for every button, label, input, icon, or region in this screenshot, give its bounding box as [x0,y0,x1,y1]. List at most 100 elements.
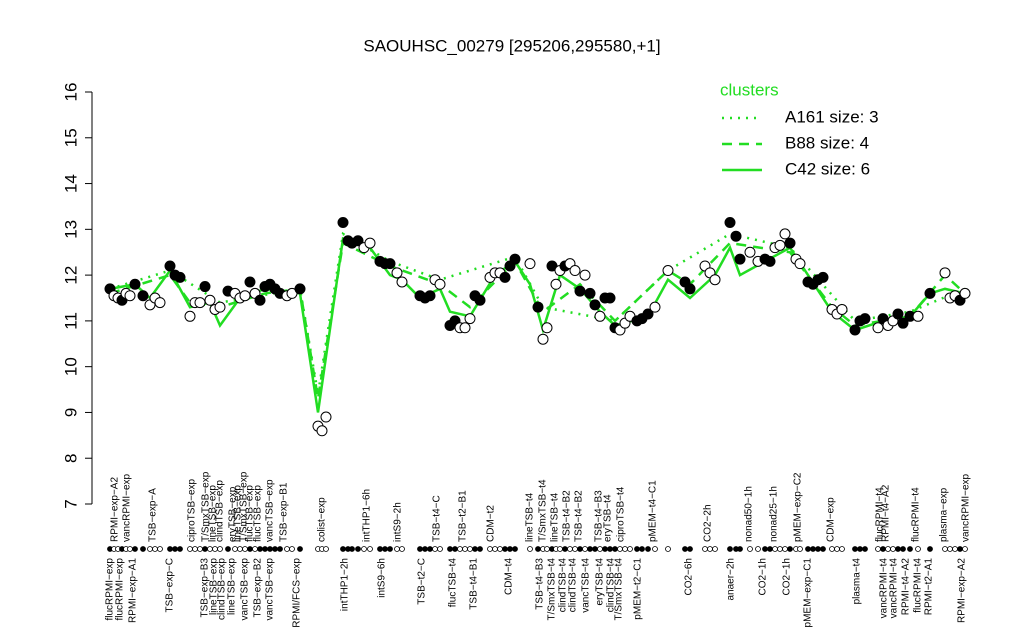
x-label-bottom: clindTSB−t4 [568,558,579,613]
legend-label: A161 size: 3 [785,107,879,126]
sample-tick [952,546,958,552]
sample-tick [592,546,598,552]
sample-tick [617,546,623,552]
x-label-bottom: flucRPMI−exp [115,558,126,621]
sample-tick [140,546,146,552]
sample-point [537,333,549,345]
x-label-top: T/SmxTSB−exp [239,471,250,542]
sample-tick [467,546,473,552]
x-label-bottom: pMEM−t2−C1 [633,558,644,620]
sample-tick [627,546,633,552]
sample-tick [132,546,138,552]
sample-point [474,294,486,306]
sample-tick [702,546,708,552]
sample-point [320,411,332,423]
x-label-bottom: TSB−exp−B2 [253,558,264,618]
sample-tick [340,546,346,552]
sample-point [541,322,553,334]
sample-tick [225,546,231,552]
sample-tick [477,546,483,552]
x-label-bottom: vancTSB−t4 [581,558,592,613]
sample-point [939,267,951,279]
x-label-bottom: RPMI/FCS−exp [292,558,303,628]
sample-tick [355,546,361,552]
x-label-bottom: TSB−exp−C [165,558,176,612]
sample-tick [602,546,608,552]
sample-point [364,237,376,249]
sample-tick [422,546,428,552]
x-label-bottom: lineTSB−exp [209,558,220,615]
x-label-top: T/SmxTSB−t4 [538,479,549,542]
sample-point [124,290,136,302]
sample-tick [572,546,578,552]
sample-tick [727,546,733,552]
sample-point [174,271,186,283]
sample-tick [762,546,768,552]
sample-tick [645,546,651,552]
sample-point [352,235,364,247]
x-label-top: clindTSB−exp [215,480,226,542]
sample-tick [202,546,208,552]
y-tick-label: 15 [61,128,80,147]
x-label-top: vancRPMI−exp [122,473,133,542]
sample-tick [622,546,628,552]
sample-tick [839,546,845,552]
sample-point [594,310,606,322]
sample-tick [612,546,618,552]
sample-point [662,265,674,277]
x-label-bottom: RPMI−exp−A1 [128,558,139,623]
x-label-bottom: RPMI−t4−A2 [901,558,912,616]
y-tick-label: 11 [61,312,80,330]
sample-tick [262,546,268,552]
x-label-top: pMEM−t4−C1 [648,480,659,542]
sample-point [532,301,544,313]
x-label-bottom: TSB−t4−B1 [469,558,480,610]
sample-tick [562,546,568,552]
x-label-top: CDM−exp [826,497,837,542]
sample-point [849,324,861,336]
sample-point [744,246,756,258]
x-label-bottom: anaer−2h [726,558,737,601]
y-tick-label: 14 [61,174,80,193]
sample-point [524,258,536,270]
sample-point [316,425,328,437]
x-label-top: TSB−t4−C [432,495,443,542]
x-label-top: flucRPMI−t4 [911,487,922,542]
x-label-top: colist−exp [317,497,328,542]
sample-point [569,265,581,277]
sample-tick [634,546,640,552]
y-tick-label: 10 [61,357,80,376]
x-label-top: flucTSB−exp [253,485,264,542]
sample-tick [323,546,329,552]
sample-tick [639,546,645,552]
sample-tick [252,546,258,552]
x-label-bottom: flucRPMI−t4 [913,558,924,613]
x-label-top: CDM−t2 [486,505,497,542]
sample-tick [880,546,886,552]
x-label-top: intTHP1−6h [362,489,373,542]
sample-tick [747,546,753,552]
sample-tick [875,546,881,552]
x-label-top: flucRPMI−t4 [875,487,886,542]
sample-point [384,258,396,270]
x-label-top: CO2−2h [703,504,714,542]
sample-point [784,237,796,249]
x-label-bottom: RPMI−exp−A2 [957,558,968,623]
sample-tick [237,546,243,552]
x-label-top: ciproTSB−t4 [616,486,627,542]
sample-point [459,322,471,334]
sample-tick [682,546,688,552]
x-label-bottom: vancTSB−exp [265,558,276,621]
y-tick-label: 7 [61,499,80,508]
sample-point [604,292,616,304]
x-label-top: nonad50−1h [744,486,755,542]
x-label-bottom: T/SmxTSB−t4 [614,558,625,621]
x-label-bottom: TSB−t4−B3 [535,558,546,610]
sample-point [574,285,586,297]
sample-tick [767,546,773,552]
sample-tick [492,546,498,552]
sample-point [734,253,746,265]
sample-tick [387,546,393,552]
sample-point [859,313,871,325]
legend-label: C42 size: 6 [785,159,870,178]
